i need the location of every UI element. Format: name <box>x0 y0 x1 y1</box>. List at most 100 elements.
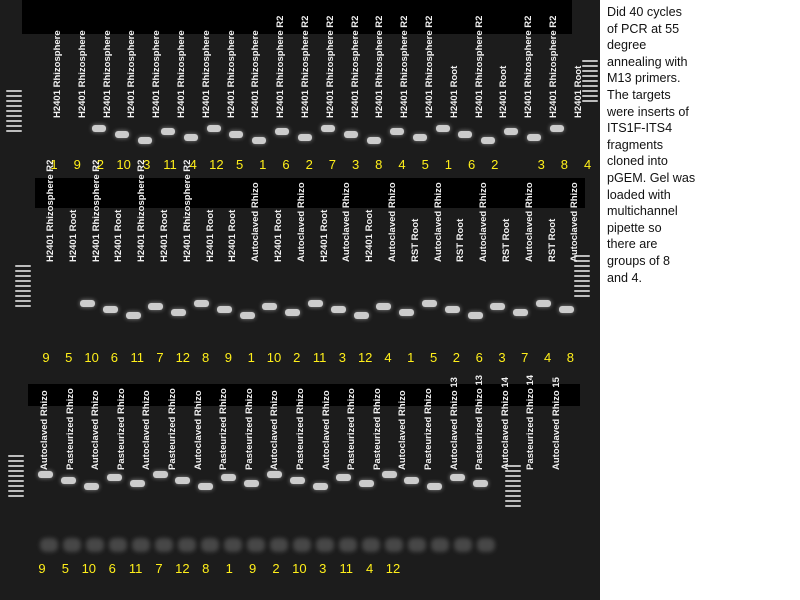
lane-label: H2401 Root <box>498 65 510 118</box>
lane-number: 10 <box>266 350 282 365</box>
lane-number: 4 <box>543 350 552 365</box>
ladder-band <box>8 455 24 457</box>
gel-image: H2401 Rhizosphere H2401 Rhizosphere H2401 … <box>0 0 600 600</box>
ladder-band <box>574 260 590 262</box>
ladder-band <box>505 485 521 487</box>
dna-band <box>366 137 381 144</box>
lane-number: 1 <box>444 157 453 172</box>
lane-label: Autoclaved Rhizo 13 <box>448 377 460 470</box>
lane-number: 6 <box>110 350 119 365</box>
lane-number: 9 <box>224 350 233 365</box>
dna-band <box>267 471 282 478</box>
ladder-band <box>582 65 598 67</box>
ladder-band <box>582 75 598 77</box>
lane-number: 7 <box>521 350 529 365</box>
primer-smear <box>408 538 426 552</box>
lane-number: 5 <box>235 157 244 172</box>
dna-band <box>194 300 209 307</box>
dna-band <box>558 306 574 313</box>
dna-band <box>399 309 415 316</box>
ladder-band <box>8 475 24 477</box>
lane-label: H2401 Rhizosphere R2 <box>45 159 56 262</box>
dna-band <box>467 312 483 319</box>
dna-band <box>427 483 443 490</box>
lane-label: H2401 Rhizosphere R2 <box>349 15 361 118</box>
lane-label: Autoclaved Rhizo <box>90 390 102 470</box>
lane-label: Autoclaved Rhizo <box>569 182 581 262</box>
lane-number: 5 <box>421 157 429 172</box>
dna-band <box>239 312 255 319</box>
lane-number: 10 <box>81 561 97 576</box>
lane-label: Pasteurized Rhizo <box>295 388 306 470</box>
ladder-band <box>8 485 24 487</box>
lane-number: 4 <box>365 561 374 576</box>
ladder-band <box>6 130 22 132</box>
lane-label: H2401 Root <box>364 209 376 262</box>
ladder-band <box>6 120 22 122</box>
ladder-band <box>15 270 31 272</box>
lane-number: 7 <box>155 561 163 576</box>
dna-band <box>289 477 305 484</box>
dna-band <box>321 125 335 132</box>
dna-band <box>60 477 76 484</box>
dna-band <box>148 303 164 310</box>
lane-number: 9 <box>42 350 50 365</box>
lane-number: 4 <box>384 350 392 365</box>
dna-band <box>389 128 404 135</box>
ladder-band <box>15 275 31 277</box>
primer-smear <box>316 538 334 552</box>
lane-label: Autoclaved Rhizo <box>341 182 353 262</box>
lane-label: Autoclaved Rhizo 14 <box>499 377 511 470</box>
dna-band <box>412 134 427 141</box>
ladder-band <box>505 495 521 497</box>
lane-number: 1 <box>407 350 415 365</box>
lane-label: H2401 Rhizosphere <box>200 30 212 118</box>
lane-label: Pasteurized Rhizo <box>423 388 434 470</box>
lane-number: 3 <box>498 350 506 365</box>
lane-number: 8 <box>375 157 383 172</box>
lane-label: H2401 Root <box>273 209 284 262</box>
dna-band <box>275 128 290 135</box>
primer-smear <box>109 538 127 552</box>
ladder-band <box>582 70 598 72</box>
dna-band <box>450 474 466 481</box>
lane-label: Pasteurized Rhizo <box>167 388 178 470</box>
lane-number: 6 <box>475 350 483 365</box>
ladder-band <box>574 270 590 272</box>
lane-number: 5 <box>429 350 438 365</box>
lane-number: 5 <box>61 561 70 576</box>
dna-band <box>308 300 323 307</box>
lane-number: 10 <box>292 561 307 576</box>
lane-number: 10 <box>116 157 131 172</box>
primer-smear <box>178 538 196 552</box>
dna-band <box>481 137 496 144</box>
ladder-band <box>574 265 590 267</box>
lane-label: Autoclaved Rhizo 15 <box>551 377 562 470</box>
row1-label-bar <box>22 0 572 34</box>
lane-label: Autoclaved Rhizo <box>478 182 490 262</box>
lane-label: H2401 Rhizosphere R2 <box>90 159 102 262</box>
lane-label: Autoclaved Rhizo <box>387 182 398 262</box>
lane-number: 12 <box>209 157 224 172</box>
ladder-band <box>505 480 521 482</box>
lane-number: 1 <box>225 561 233 576</box>
ladder-band <box>15 295 31 297</box>
ladder-band <box>505 505 521 507</box>
primer-smear <box>454 538 472 552</box>
lane-number: 3 <box>351 157 360 172</box>
lane-label: Autoclaved Rhizo <box>39 390 50 470</box>
dna-band <box>206 125 221 132</box>
dna-band <box>229 131 244 138</box>
ladder-band <box>6 105 22 107</box>
ladder-band <box>8 470 24 472</box>
lane-number: 8 <box>201 350 210 365</box>
lane-label: H2401 Root <box>159 209 170 262</box>
lane-label: H2401 Rhizosphere R2 <box>374 15 386 118</box>
lane-number: 1 <box>50 157 58 172</box>
lane-number: 9 <box>38 561 46 576</box>
lane-label: Autoclaved Rhizo <box>269 390 281 470</box>
lane-label: H2401 Root <box>113 209 125 262</box>
lane-number: 8 <box>202 561 210 576</box>
ladder-band <box>574 275 590 277</box>
ladder-band <box>8 460 24 462</box>
